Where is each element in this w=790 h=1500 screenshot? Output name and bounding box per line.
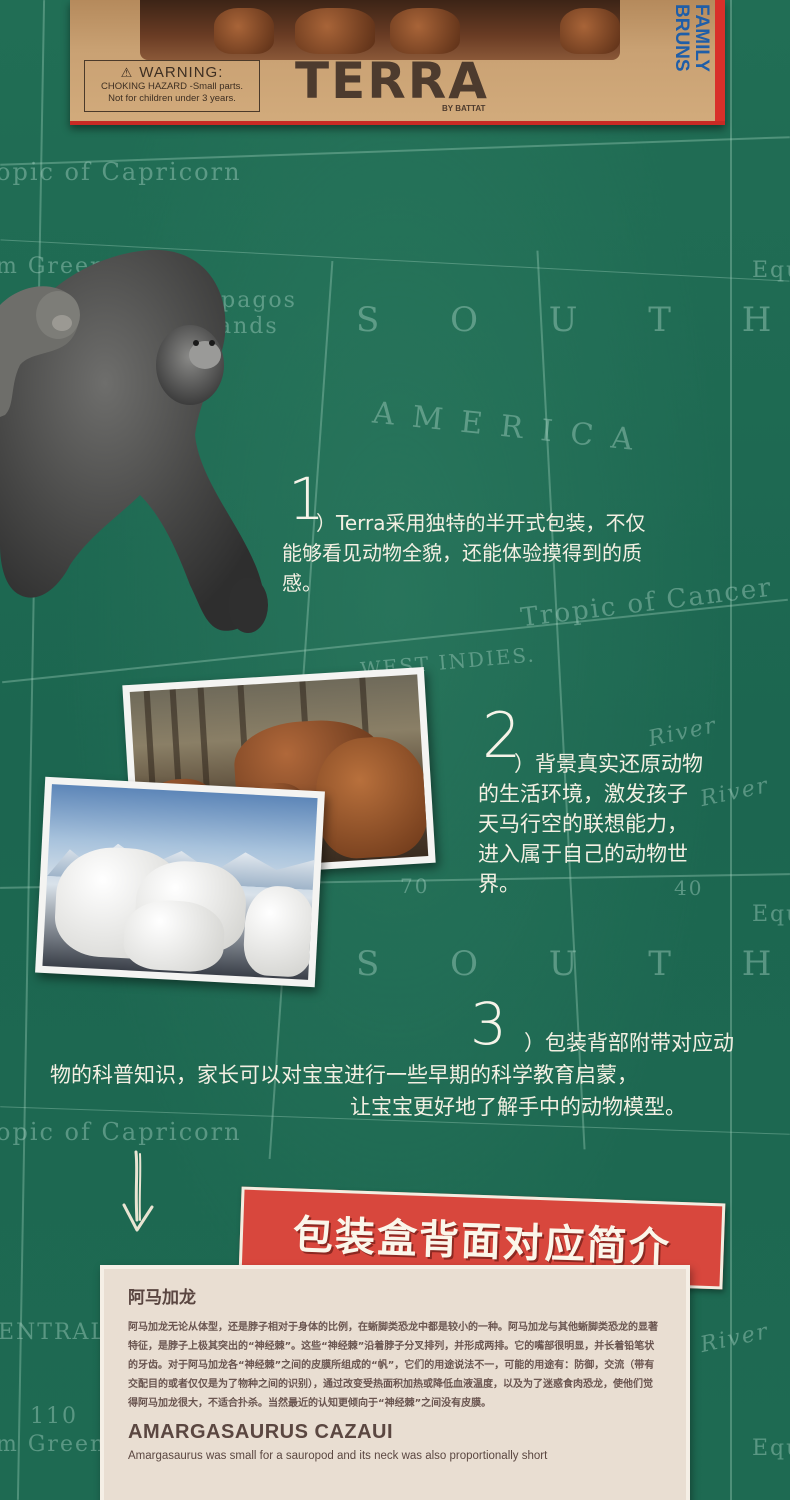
info-card: 阿马加龙 阿马加龙无论从体型，还是脖子相对于身体的比例，在蜥脚类恐龙中都是较小的… <box>100 1265 690 1500</box>
feature-3-number: 3 <box>470 990 507 1058</box>
box-window <box>140 0 620 60</box>
gorilla-figure-image <box>0 249 268 633</box>
warning-line-2: Not for children under 3 years. <box>108 93 236 104</box>
feature-2-line-2: 的生活环境，激发孩子 <box>478 782 688 806</box>
box-animal <box>560 8 620 54</box>
product-box: ⚠ WARNING: CHOKING HAZARD -Small parts. N… <box>70 0 725 125</box>
box-red-bottom <box>70 121 725 125</box>
map-label-america: AMERICA <box>370 395 653 460</box>
feature-1-line-3: 感。 <box>282 571 322 595</box>
warning-title: WARNING: <box>139 64 224 81</box>
brand-by: BY BATTAT <box>442 104 486 113</box>
feature-2-number: 2 <box>482 699 522 772</box>
feature-1-line-2: 能够看见动物全貌，还能体验摸得到的质 <box>282 541 642 565</box>
map-label-capricorn-top: opic of Capricorn <box>0 158 242 186</box>
warning-line-1: CHOKING HAZARD -Small parts. <box>101 81 243 92</box>
feature-1-line-1: ）Terra采用独特的半开式包装，不仅 <box>316 511 646 535</box>
map-label-40: 40 <box>674 876 704 900</box>
card-body: 阿马加龙无论从体型，还是脖子相对于身体的比例，在蜥脚类恐龙中都是较小的一种。阿马… <box>128 1322 658 1409</box>
card-en-body: Amargasaurus was small for a sauropod an… <box>128 1450 548 1462</box>
brand-logo: TERRA <box>295 52 489 110</box>
warning-triangle-icon: ⚠ <box>120 65 134 80</box>
map-label-capricorn-bottom: opic of Capricorn <box>0 1118 242 1146</box>
feature-3-line-1: ）包装背部附带对应动 <box>524 1031 734 1055</box>
map-label-river-3: River <box>698 1319 772 1358</box>
map-label-south: S O U T H <box>356 300 790 340</box>
feature-3-line-2: 物的科普知识，家长可以对宝宝进行一些早期的科学教育启蒙， <box>50 1063 638 1087</box>
map-label-70: 70 <box>400 874 430 898</box>
map-label-islands: ands <box>218 314 279 339</box>
card-en-title: AMARGASAURUS CAZAUI <box>128 1421 394 1443</box>
feature-2-line-4: 进入属于自己的动物世 <box>478 842 688 866</box>
map-label-equ-1: Equ <box>752 258 790 283</box>
box-animal <box>214 8 274 54</box>
feature-1-number: 1 <box>288 465 325 533</box>
map-label-110: 110 <box>30 1404 78 1429</box>
map-label-equ-3: Equ <box>752 1436 790 1461</box>
feature-2-line-1: ）背景真实还原动物 <box>514 752 703 776</box>
map-label-equ-2: Equ <box>752 902 790 927</box>
card-title: 阿马加龙 <box>128 1288 196 1308</box>
polar-bear-photo <box>35 776 325 988</box>
feature-2-line-3: 天马行空的联想能力， <box>478 812 688 836</box>
down-arrow-icon <box>122 1150 154 1232</box>
feature-2: 2 ）背景真实还原动物 的生活环境，激发孩子 天马行空的联想能力， 进入属于自己… <box>478 705 778 899</box>
map-label-south-2: S O U T H <box>356 944 790 984</box>
box-red-edge <box>715 0 725 125</box>
feature-2-line-5: 界。 <box>478 872 520 896</box>
banner-title: 包装盒背面对应简介 <box>292 1212 672 1272</box>
map-label-greenwich-bottom: m Green <box>0 1432 107 1457</box>
map-label-entral: ENTRAL <box>0 1320 108 1345</box>
box-animal <box>295 8 375 54</box>
box-animal <box>390 8 460 54</box>
feature-3-line-3: 让宝宝更好地了解手中的动物模型。 <box>350 1095 686 1119</box>
warning-label: ⚠ WARNING: CHOKING HAZARD -Small parts. N… <box>84 60 260 112</box>
family-label: FAMILY BRUNS <box>671 4 712 72</box>
feature-1: 1 ）Terra采用独特的半开式包装，不仅 能够看见动物全貌，还能体验摸得到的质… <box>282 470 752 598</box>
